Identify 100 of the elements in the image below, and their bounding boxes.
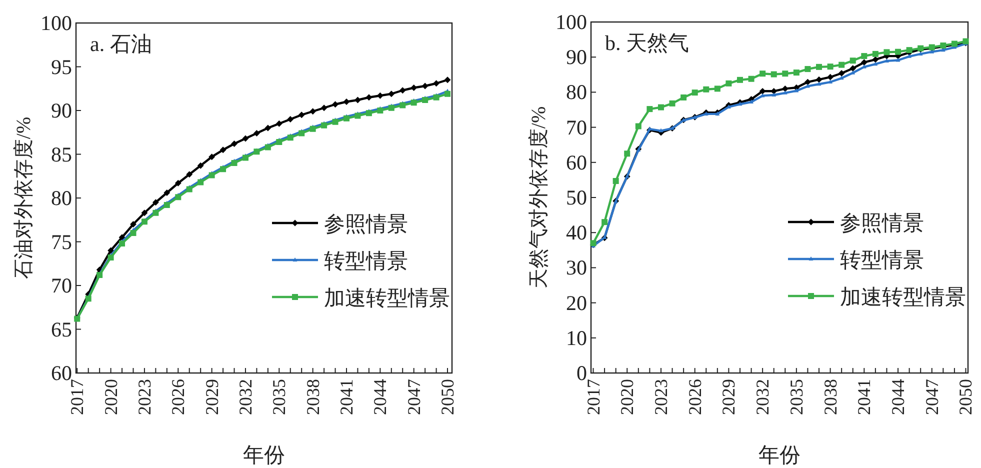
point — [804, 66, 811, 72]
y-tick-label: 50 — [566, 186, 587, 210]
point — [152, 210, 159, 216]
point — [410, 100, 417, 106]
point — [669, 100, 676, 106]
x-tick-label: 2020 — [617, 379, 638, 415]
legend-label: 转型情景 — [840, 248, 924, 272]
x-tick-label: 2038 — [820, 379, 840, 415]
point — [108, 254, 114, 260]
point — [197, 162, 204, 169]
point — [388, 104, 394, 111]
y-tick-label: 40 — [566, 220, 587, 245]
point — [658, 128, 664, 132]
point — [872, 56, 879, 63]
point — [298, 112, 305, 118]
point — [433, 80, 440, 87]
point — [152, 199, 159, 206]
point — [118, 234, 126, 241]
point — [388, 90, 395, 98]
point — [703, 86, 710, 92]
x-tick-label: 2032 — [752, 379, 773, 415]
point — [873, 62, 878, 66]
x-tick-label: 2047 — [922, 379, 942, 415]
y-tick-label: 10 — [566, 326, 587, 350]
x-tick-label: 2029 — [202, 379, 222, 415]
point — [827, 64, 834, 70]
point — [141, 210, 148, 216]
point — [186, 171, 193, 178]
point — [726, 80, 732, 86]
point — [119, 240, 126, 246]
point — [242, 154, 248, 161]
point — [254, 148, 260, 155]
point — [264, 124, 272, 132]
point — [772, 92, 776, 97]
x-tick-label: 2035 — [269, 379, 290, 415]
x-tick-label: 2032 — [235, 379, 256, 415]
point — [130, 230, 136, 236]
point — [231, 160, 238, 166]
point — [366, 94, 372, 101]
point — [220, 146, 226, 154]
x-tick-label: 2041 — [854, 379, 874, 415]
y-tick-label: 65 — [51, 317, 72, 342]
point — [895, 48, 902, 55]
point — [884, 49, 890, 56]
point — [646, 106, 653, 112]
point — [175, 194, 182, 200]
legend-label: 加速转型情景 — [324, 286, 450, 310]
legend-label: 参照情景 — [324, 212, 408, 236]
point — [692, 90, 698, 96]
x-tick-label: 2023 — [650, 379, 671, 415]
point — [635, 123, 642, 130]
point — [872, 50, 878, 57]
point — [400, 102, 406, 108]
y-axis-title: 天然气对外依存度/% — [528, 106, 550, 289]
x-tick-label: 2026 — [168, 379, 188, 415]
point — [624, 150, 630, 157]
y-tick-label: 70 — [566, 115, 587, 140]
point — [298, 130, 305, 136]
legend-label: 参照情景 — [840, 211, 924, 235]
point — [906, 47, 912, 54]
y-tick-label: 100 — [556, 10, 587, 34]
point — [816, 82, 822, 86]
point — [287, 116, 294, 122]
point — [321, 122, 328, 128]
legend-label: 转型情景 — [324, 249, 408, 273]
point — [748, 76, 754, 82]
point — [794, 88, 799, 92]
y-tick-label: 80 — [566, 80, 587, 104]
point — [254, 130, 260, 136]
point — [276, 139, 282, 145]
y-axis-title: 石油对外依存度/% — [13, 116, 35, 280]
point — [602, 219, 608, 226]
point — [782, 70, 788, 77]
point — [884, 58, 889, 62]
point — [164, 202, 170, 208]
point — [366, 110, 372, 116]
point — [749, 100, 754, 104]
point — [186, 186, 192, 192]
point — [220, 166, 226, 172]
x-tick-label: 2023 — [134, 379, 154, 415]
x-axis-title: 年份 — [758, 443, 800, 467]
point — [208, 172, 215, 178]
point — [320, 104, 328, 112]
point — [141, 218, 148, 225]
point — [816, 76, 822, 83]
point — [860, 59, 868, 66]
y-tick-label: 95 — [51, 54, 72, 79]
point — [896, 58, 900, 62]
point — [343, 115, 350, 122]
point — [714, 86, 720, 92]
point — [310, 126, 316, 132]
point — [377, 108, 384, 114]
point — [354, 112, 361, 119]
point — [827, 74, 834, 80]
point — [332, 118, 338, 125]
x-tick-label: 2026 — [684, 379, 705, 415]
y-tick-label: 75 — [51, 230, 72, 254]
point — [804, 78, 811, 86]
point — [828, 80, 832, 84]
point — [164, 190, 170, 196]
